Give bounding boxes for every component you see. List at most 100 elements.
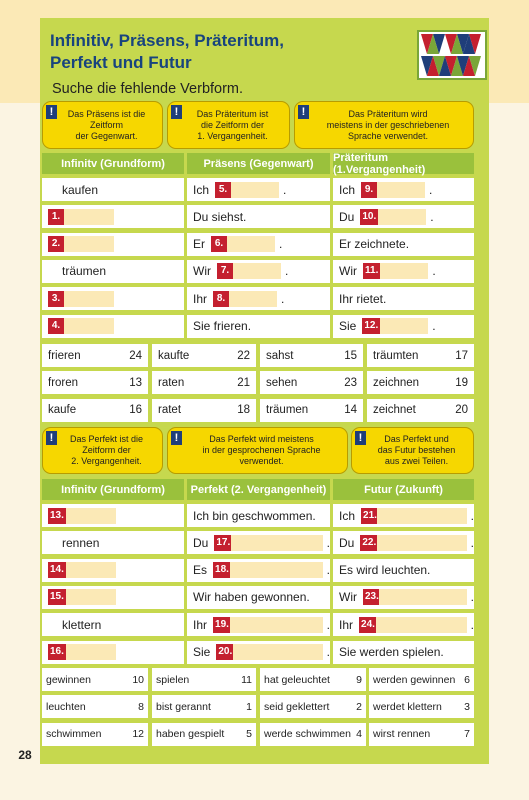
- t1-header-2: Präsens (Gegenwart): [187, 153, 330, 174]
- answer-blank[interactable]: [229, 616, 323, 633]
- cell-suffix: .: [429, 182, 433, 197]
- option-number: 22: [237, 349, 250, 362]
- task-number-badge: 19.: [213, 616, 230, 633]
- t1-cell: Ich 5..: [187, 178, 330, 201]
- answer-blank[interactable]: [379, 589, 467, 606]
- t1-cell: träumen: [42, 259, 184, 283]
- answer-blank[interactable]: [377, 507, 467, 524]
- cell-prefix: Es: [193, 563, 208, 578]
- o1-option: träumten 17: [367, 344, 474, 367]
- cell-prefix: Wir: [339, 590, 357, 605]
- option-word: sahst: [266, 349, 294, 362]
- option-word: träumen: [266, 404, 309, 417]
- answer-blank[interactable]: [64, 236, 114, 253]
- cell-prefix: Ihr: [193, 617, 208, 632]
- answer-blank[interactable]: [65, 589, 116, 606]
- task-number-badge: 23.: [363, 589, 380, 606]
- option-word: haben gespielt: [156, 728, 225, 741]
- t1-cell: Er 6..: [187, 232, 330, 256]
- cell-text: Du siehst.: [193, 209, 247, 224]
- answer-blank[interactable]: [380, 318, 429, 334]
- cell-prefix: Ich: [339, 508, 356, 523]
- cell-suffix: .: [470, 535, 474, 550]
- task-number-badge: 13.: [48, 507, 66, 524]
- option-number: 6: [464, 673, 470, 686]
- answer-blank[interactable]: [231, 534, 323, 551]
- option-word: bist gerannt: [156, 700, 211, 713]
- t1-cell: Er zeichnete.: [333, 232, 474, 256]
- answer-blank[interactable]: [231, 181, 280, 198]
- cell-suffix: .: [430, 209, 434, 224]
- cell-prefix: Wir: [339, 264, 357, 279]
- answer-blank[interactable]: [64, 208, 114, 225]
- answer-blank[interactable]: [375, 616, 467, 633]
- note-line: das Futur bestehen: [377, 445, 456, 455]
- task-number-badge: 4.: [48, 318, 64, 334]
- t1-cell: 1.: [42, 205, 184, 229]
- cell-suffix: .: [285, 264, 289, 279]
- task-number-badge: 11.: [363, 263, 381, 280]
- option-word: wirst rennen: [373, 728, 431, 741]
- t2-cell: 16.: [42, 640, 184, 664]
- n2-note-3: ! Das Perfekt und das Futur bestehen aus zw…: [351, 427, 474, 474]
- option-number: 23: [344, 376, 357, 389]
- cell-prefix: Ihr: [193, 291, 208, 306]
- t1-header-3: Präteritum (1.Vergangenheit): [333, 152, 474, 176]
- option-word: raten: [158, 376, 185, 389]
- option-word: sehen: [266, 376, 298, 389]
- answer-blank[interactable]: [65, 562, 116, 579]
- t1-cell: Sie frieren.: [187, 314, 330, 338]
- option-word: seid geklettert: [264, 700, 330, 713]
- option-word: frieren: [48, 349, 81, 362]
- option-number: 3: [464, 700, 470, 713]
- n1-note-1: ! Das Präsens ist die Zeitform der Gegenwar…: [42, 101, 163, 149]
- cell-prefix: Er: [193, 237, 205, 252]
- answer-blank[interactable]: [378, 208, 427, 225]
- cell-suffix: .: [283, 182, 287, 197]
- task-number-badge: 14.: [48, 562, 66, 579]
- option-number: 17: [455, 349, 468, 362]
- t2-cell: Ihr 24..: [333, 613, 474, 637]
- cell-text: Sie frieren.: [193, 319, 252, 333]
- answer-blank[interactable]: [227, 236, 275, 253]
- option-word: spielen: [156, 673, 190, 686]
- cell-prefix: Ich: [339, 182, 356, 197]
- note-text: Das Präteritum ist die Zeitform der 1. Ver…: [197, 109, 269, 142]
- answer-blank[interactable]: [380, 263, 429, 280]
- title-line-2: Perfekt und Futur: [50, 53, 192, 72]
- o2-option: wirst rennen 7: [369, 722, 474, 746]
- o1-option: zeichnen 19: [367, 371, 474, 395]
- option-word: froren: [48, 376, 79, 389]
- o2-option: werde schwimmen 4: [260, 722, 366, 746]
- cell-prefix: Du: [339, 209, 355, 224]
- option-word: leuchten: [46, 700, 86, 713]
- t2-cell: Ich bin geschwommen.: [187, 504, 330, 527]
- n1-note-3: ! Das Präteritum wird meistens in der gesc…: [294, 101, 474, 149]
- answer-blank[interactable]: [65, 507, 116, 524]
- note-text: Das Präsens ist die Zeitform der Gegenwart…: [68, 109, 146, 142]
- note-line: Zeitform der: [82, 445, 131, 455]
- t2-cell: Ihr 19..: [187, 613, 330, 637]
- cell-prefix: Du: [339, 535, 355, 550]
- option-number: 11: [241, 673, 252, 686]
- answer-blank[interactable]: [64, 318, 114, 334]
- answer-blank[interactable]: [233, 263, 281, 280]
- task-number-badge: 6.: [211, 236, 227, 253]
- page-number: 28: [18, 748, 32, 762]
- answer-blank[interactable]: [229, 562, 323, 579]
- answer-blank[interactable]: [376, 534, 467, 551]
- answer-blank[interactable]: [65, 644, 116, 660]
- task-number-badge: 9.: [361, 181, 378, 198]
- task-number-badge: 7.: [217, 263, 233, 280]
- n2-note-2: ! Das Perfekt wird meistens in der gesproc…: [167, 427, 348, 474]
- cell-prefix: Ich: [193, 182, 210, 197]
- answer-blank[interactable]: [377, 181, 426, 198]
- answer-blank[interactable]: [229, 290, 278, 307]
- answer-blank[interactable]: [232, 644, 323, 660]
- o2-option: schwimmen 12: [42, 722, 148, 746]
- o1-option: sahst 15: [260, 344, 363, 367]
- answer-blank[interactable]: [64, 290, 114, 307]
- option-number: 18: [237, 404, 250, 417]
- note-line: 2. Vergangenheit.: [71, 456, 142, 466]
- t2-cell: Sie werden spielen.: [333, 640, 474, 664]
